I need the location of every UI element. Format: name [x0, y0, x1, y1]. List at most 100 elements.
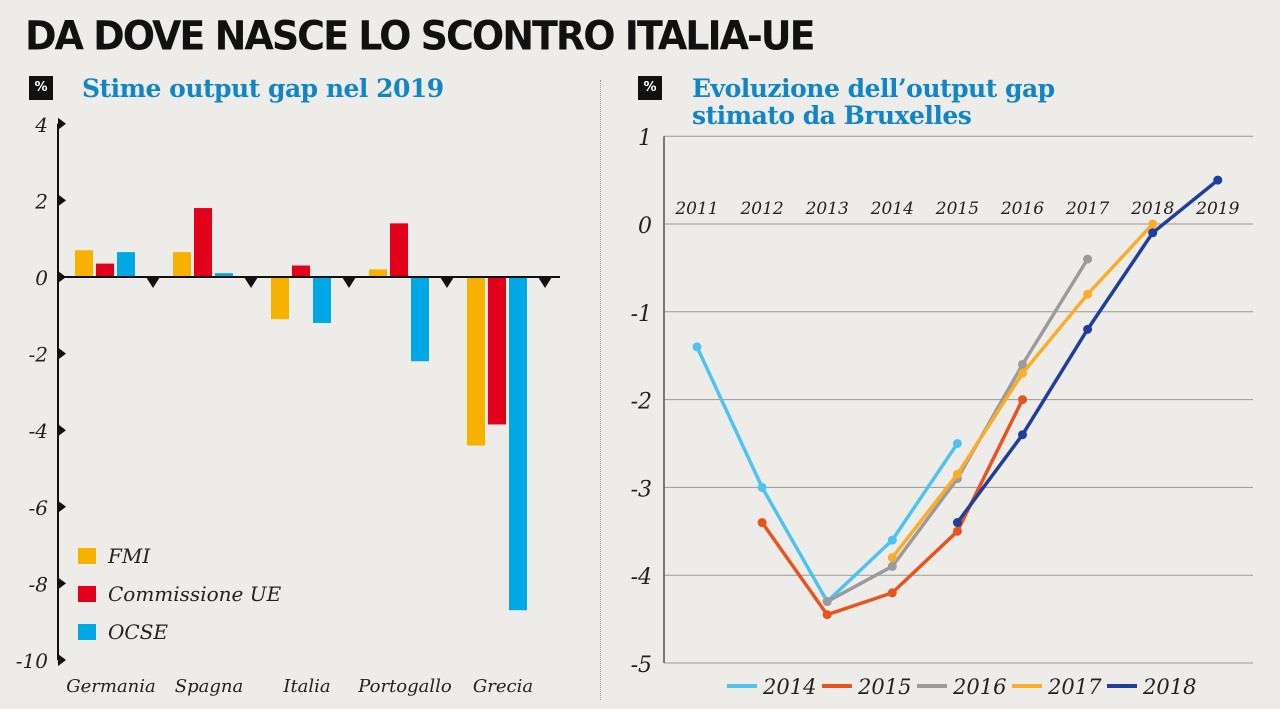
bar-ocse — [509, 277, 527, 611]
y-tick-marker — [58, 424, 66, 437]
series-line-2014 — [695, 346, 959, 605]
y-tick-label: 2 — [34, 189, 48, 213]
y-tick-label: 0 — [638, 214, 652, 239]
series-line-2016 — [826, 258, 1090, 604]
bar-commissione-ue — [194, 208, 212, 277]
legend-label: 2017 — [1047, 675, 1102, 699]
x-tick-label: 2015 — [935, 199, 979, 219]
x-tick-label: 2017 — [1065, 199, 1109, 219]
y-tick-label: -6 — [29, 496, 49, 520]
page-title: DA DOVE NASCE LO SCONTRO ITALIA-UE — [25, 12, 816, 60]
y-tick-label: -4 — [631, 565, 652, 590]
data-point-2017 — [1148, 219, 1158, 229]
data-point-2016 — [822, 597, 832, 607]
x-tick-label: Portogallo — [357, 676, 452, 697]
legend-label: OCSE — [108, 620, 168, 644]
percent-unit-badge: % — [638, 76, 662, 100]
x-tick-label: Germania — [66, 676, 156, 697]
bar-ocse — [215, 273, 233, 277]
divider — [600, 80, 601, 700]
data-point-2014 — [757, 482, 767, 492]
y-tick-marker — [58, 577, 66, 590]
x-tick-label: Spagna — [175, 676, 243, 697]
x-tick-label: 2013 — [805, 199, 849, 219]
x-tick-label: 2019 — [1195, 199, 1239, 219]
y-tick-label: -4 — [29, 419, 48, 443]
left-chart-title: Stime output gap nel 2019 — [82, 74, 444, 103]
data-point-2015 — [952, 526, 962, 536]
legend-label: 2014 — [762, 675, 816, 699]
bar-fmi — [271, 277, 289, 320]
y-tick-label: 4 — [34, 113, 48, 137]
y-tick-label: -5 — [631, 653, 652, 678]
data-point-2015 — [822, 610, 832, 620]
bar-ocse — [411, 277, 429, 362]
right-chart-title: Evoluzione dell’output gap stimato da Br… — [692, 74, 1055, 130]
series-line-2017 — [890, 222, 1154, 559]
x-tick-marker — [244, 277, 258, 288]
data-point-2017 — [952, 469, 962, 479]
bar-fmi — [369, 269, 387, 277]
bar-commissione-ue — [292, 265, 310, 277]
legend-swatch — [78, 548, 96, 564]
data-point-2018 — [1018, 430, 1027, 440]
legend-label: 2016 — [952, 675, 1006, 699]
bar-fmi — [467, 277, 485, 446]
x-tick-label: 2016 — [1000, 199, 1044, 219]
y-tick-label: -8 — [29, 572, 48, 596]
x-tick-marker — [342, 277, 356, 288]
bar-ocse — [313, 277, 331, 323]
data-point-2018 — [1148, 228, 1158, 238]
y-tick-label: -1 — [631, 302, 652, 327]
bar-commissione-ue — [390, 223, 408, 277]
x-tick-label: 2012 — [739, 199, 783, 219]
data-point-2016 — [887, 561, 897, 571]
data-point-2017 — [887, 553, 897, 563]
legend-swatch — [78, 586, 96, 602]
y-tick-label: 0 — [35, 266, 48, 290]
data-point-2017 — [1083, 289, 1093, 299]
y-tick-label: -10 — [16, 649, 48, 673]
bar-ocse — [117, 252, 135, 277]
data-point-2015 — [887, 588, 897, 598]
series-line-2018 — [955, 178, 1219, 524]
percent-unit-badge: % — [29, 76, 53, 100]
y-tick-label: -3 — [631, 477, 652, 502]
data-point-2018 — [1213, 175, 1223, 185]
data-point-2014 — [887, 535, 897, 545]
data-point-2015 — [1018, 395, 1027, 405]
x-tick-label: 2011 — [674, 199, 718, 219]
data-point-2017 — [1018, 368, 1027, 378]
data-point-2014 — [952, 439, 962, 448]
legend-label: 2018 — [1142, 675, 1196, 699]
bar-fmi — [173, 252, 191, 277]
y-tick-marker — [58, 500, 66, 513]
data-point-2016 — [1018, 359, 1027, 369]
x-tick-label: Italia — [282, 676, 330, 697]
data-point-2014 — [692, 342, 702, 352]
data-point-2018 — [1083, 324, 1093, 334]
x-tick-marker — [538, 277, 552, 288]
bar-fmi — [75, 250, 93, 277]
y-tick-label: 1 — [638, 126, 652, 151]
x-tick-marker — [440, 277, 454, 288]
y-tick-marker — [58, 117, 66, 130]
x-tick-label: 2018 — [1130, 199, 1174, 219]
legend-label: Commissione UE — [108, 582, 282, 606]
x-tick-marker — [146, 277, 160, 288]
y-tick-marker — [58, 194, 66, 207]
data-point-2016 — [1083, 254, 1093, 264]
data-point-2015 — [757, 518, 767, 528]
x-tick-label: Grecia — [473, 676, 533, 697]
y-tick-marker — [58, 347, 66, 360]
legend-label: FMI — [107, 544, 151, 568]
legend-swatch — [78, 624, 96, 640]
bar-commissione-ue — [488, 277, 506, 425]
x-tick-label: 2014 — [870, 199, 914, 219]
y-tick-label: -2 — [631, 390, 652, 415]
bar-commissione-ue — [96, 263, 114, 277]
data-point-2018 — [952, 518, 962, 528]
legend-label: 2015 — [857, 675, 911, 699]
y-tick-label: -2 — [29, 343, 48, 367]
